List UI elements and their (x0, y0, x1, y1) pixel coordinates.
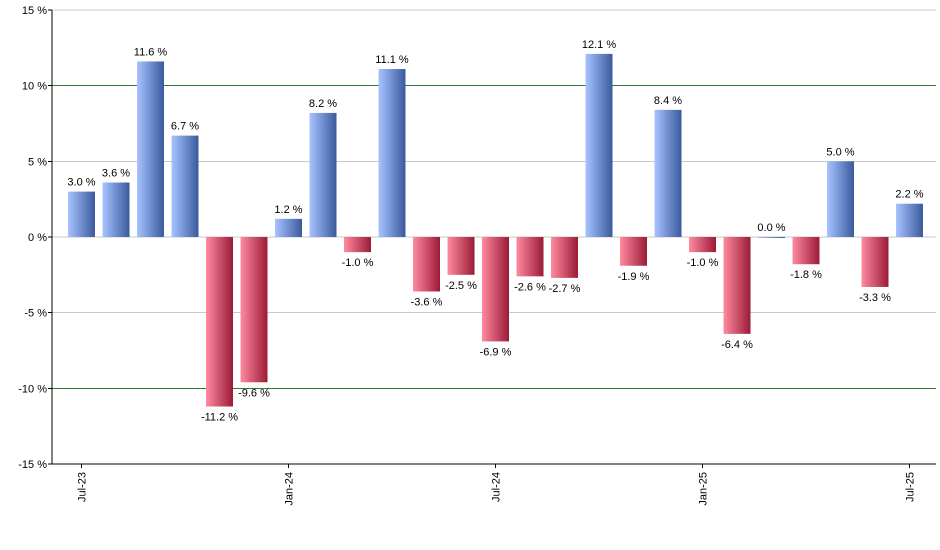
data-label: -3.3 % (859, 292, 891, 304)
bar (620, 237, 647, 266)
bar (171, 135, 199, 237)
bar (206, 237, 233, 407)
x-tick-label: Jul-24 (491, 472, 503, 502)
y-tick-label: -15 % (18, 459, 47, 471)
data-label: 8.2 % (309, 98, 337, 110)
data-label: 3.0 % (67, 177, 95, 189)
x-tick-label: Jul-25 (905, 472, 917, 502)
data-label: -1.0 % (342, 257, 374, 269)
x-tick-label: Jul-23 (77, 472, 89, 502)
bar (447, 237, 475, 275)
data-label: 8.4 % (654, 95, 682, 107)
data-label: -11.2 % (201, 411, 238, 423)
x-tick-label: Jan-25 (698, 472, 710, 506)
axes: 15 % 10 % 5 % 0 % -5 % -10 % -15 % Jul-23 Jan-24… (18, 5, 936, 506)
y-tick-label: -5 % (24, 308, 47, 320)
y-tick-label: 10 % (22, 81, 47, 93)
bar (344, 237, 371, 253)
bar (413, 237, 440, 292)
data-label: 0.0 % (757, 222, 785, 234)
bar (827, 161, 854, 237)
data-label: -2.5 % (445, 280, 477, 292)
data-labels: 3.0 % 3.6 % 11.6 % 6.7 % -11.2 %-9.6 % 1.2 % 8… (67, 39, 923, 424)
data-label: 11.6 % (134, 46, 168, 58)
bar (102, 182, 130, 237)
y-tick-label: 5 % (28, 156, 47, 168)
bar (654, 109, 682, 237)
y-tick-label: 15 % (22, 5, 47, 17)
bar (275, 218, 302, 237)
bar (723, 237, 751, 334)
y-tick-label: 0 % (28, 232, 47, 244)
bar (309, 112, 337, 237)
bar (896, 203, 923, 237)
data-label: -9.6 % (238, 387, 270, 399)
data-label: -2.7 % (549, 283, 581, 295)
bar (585, 53, 613, 238)
data-label: 12.1 % (582, 39, 616, 51)
bar (137, 61, 164, 237)
y-tick-label: -10 % (18, 383, 47, 395)
data-label: 5.0 % (826, 146, 854, 158)
bar (240, 237, 268, 383)
bars (68, 53, 923, 407)
data-label: -1.0 % (687, 257, 719, 269)
bar (482, 237, 509, 342)
bar (516, 237, 544, 277)
data-label: -6.9 % (480, 346, 512, 358)
data-label: 6.7 % (171, 121, 199, 133)
bar (689, 237, 716, 253)
bar (758, 237, 785, 238)
data-label: -1.9 % (618, 271, 650, 283)
data-label: 11.1 % (375, 54, 409, 66)
data-label: 1.2 % (274, 204, 302, 216)
bar (378, 69, 406, 238)
data-label: -6.4 % (721, 339, 753, 351)
bar (68, 191, 95, 237)
bar (861, 237, 889, 287)
data-label: 2.2 % (895, 189, 923, 201)
data-label: 3.6 % (102, 168, 130, 180)
data-label: -3.6 % (411, 296, 443, 308)
data-label: -2.6 % (514, 281, 546, 293)
bar (551, 237, 578, 278)
bar (792, 237, 820, 265)
x-tick-label: Jan-24 (284, 472, 296, 506)
data-label: -1.8 % (790, 269, 822, 281)
